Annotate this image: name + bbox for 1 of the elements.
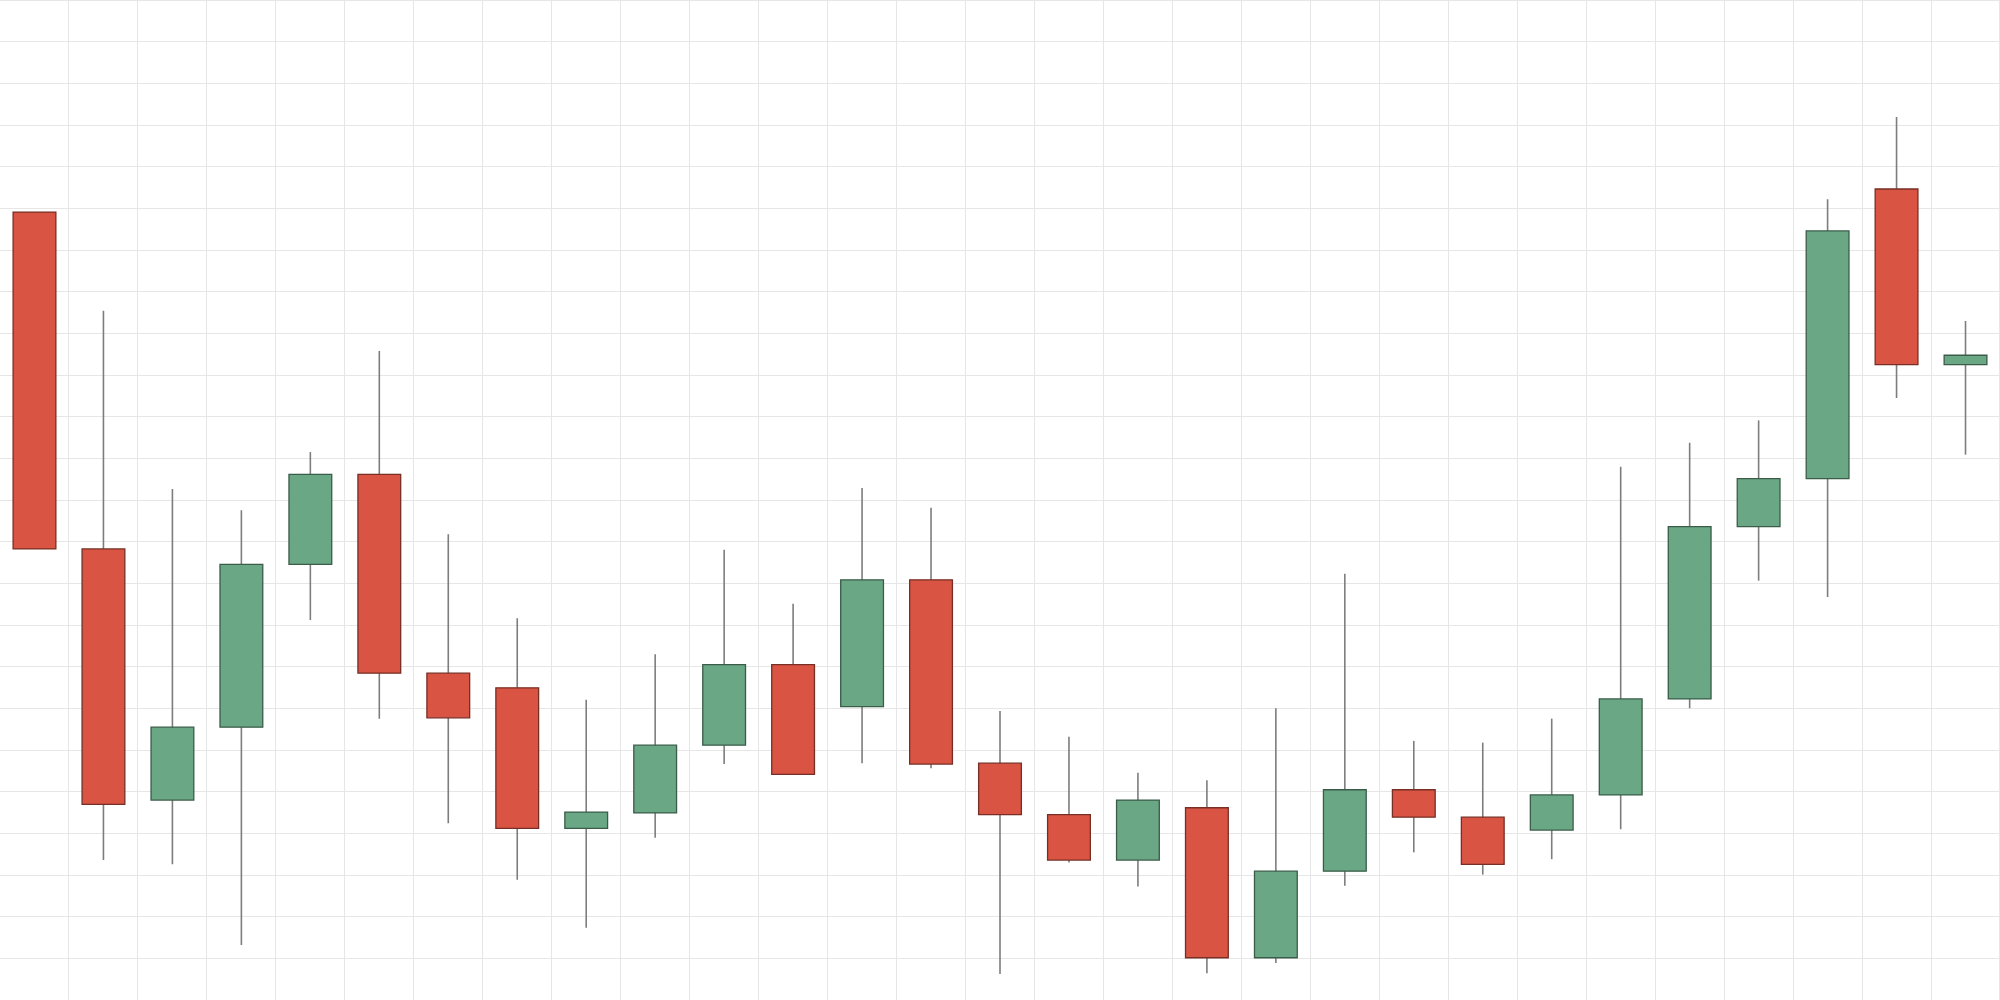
candlestick: [564, 698, 609, 929]
